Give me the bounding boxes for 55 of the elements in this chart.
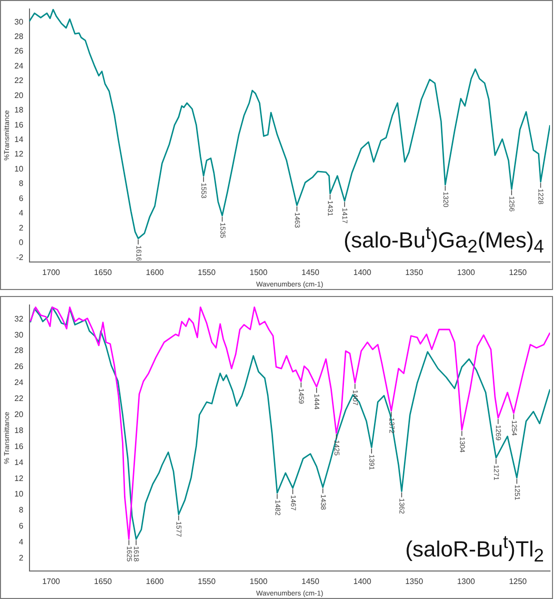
y-tick-label: 10 <box>14 164 24 174</box>
text: (saloR-Bu$^{t}$)Tl$_{2}$ <box>405 530 544 566</box>
y-tick-label: 20 <box>14 410 24 419</box>
x-tick-label: 1250 <box>508 577 528 586</box>
x-tick-label: 1400 <box>353 577 372 586</box>
x-tick-label: 1350 <box>405 577 424 586</box>
y-tick-label: 24 <box>14 61 24 70</box>
x-tick-label: 1700 <box>42 577 61 586</box>
y-tick-label: 4 <box>18 208 24 218</box>
y-tick-label: 28 <box>14 32 24 41</box>
y-tick-label: 24 <box>14 378 24 388</box>
y-tick-label: 2 <box>18 553 24 562</box>
y-tick-label: 16 <box>14 120 24 130</box>
y-tick-label: 32 <box>14 314 24 324</box>
y-tick-label: 30 <box>14 330 24 340</box>
x-tick-label: 1650 <box>94 268 112 278</box>
x-tick-label: 1500 <box>250 577 268 586</box>
y-tick-label: 22 <box>14 76 24 86</box>
y-tick-label: 14 <box>14 458 24 467</box>
x-tick-label: 1350 <box>405 268 424 278</box>
x-tick-label: 1600 <box>146 268 164 278</box>
y-tick-label: 8 <box>18 506 24 515</box>
y-tick-label: 20 <box>14 90 24 100</box>
y-tick-label: 6 <box>18 194 24 203</box>
x-tick-label: 1450 <box>301 577 320 586</box>
y-tick-label: 2 <box>18 223 24 232</box>
x-tick-label: 1300 <box>457 577 476 586</box>
x-tick-label: 1400 <box>353 268 372 278</box>
y-tick-label: 26 <box>14 46 24 56</box>
x-tick-label: 1500 <box>250 268 268 278</box>
x-tick-label: 1550 <box>198 577 216 586</box>
y-tick-label: 4 <box>18 538 24 547</box>
y-tick-label: 0 <box>18 238 24 248</box>
x-tick-label: 1700 <box>42 268 61 278</box>
text: (salo-Bu$^{t}$)Ga$_{2}$(Mes)$_{4}$ <box>344 222 544 257</box>
y-tick-label: 16 <box>14 442 24 451</box>
x-tick-label: 1550 <box>198 268 216 278</box>
y-tick-label: 22 <box>14 394 24 404</box>
y-tick-label: 12 <box>14 150 24 159</box>
x-tick-label: 1250 <box>508 268 528 278</box>
x-tick-label: 1300 <box>457 268 476 278</box>
y-tick-label: 10 <box>14 490 24 499</box>
y-tick-label: 12 <box>14 474 24 483</box>
x-tick-label: 1600 <box>146 577 164 586</box>
y-tick-label: 26 <box>14 362 24 372</box>
y-tick-label: -2 <box>16 252 24 262</box>
y-tick-label: 28 <box>14 346 24 356</box>
y-tick-label: 6 <box>18 522 24 531</box>
y-tick-label: 8 <box>18 179 24 188</box>
x-tick-label: 1650 <box>94 577 112 586</box>
x-tick-label: 1450 <box>301 268 320 278</box>
y-tick-label: 18 <box>14 426 24 435</box>
y-tick-label: 14 <box>14 135 24 144</box>
y-tick-label: 18 <box>14 106 24 115</box>
y-tick-label: 30 <box>14 17 24 26</box>
